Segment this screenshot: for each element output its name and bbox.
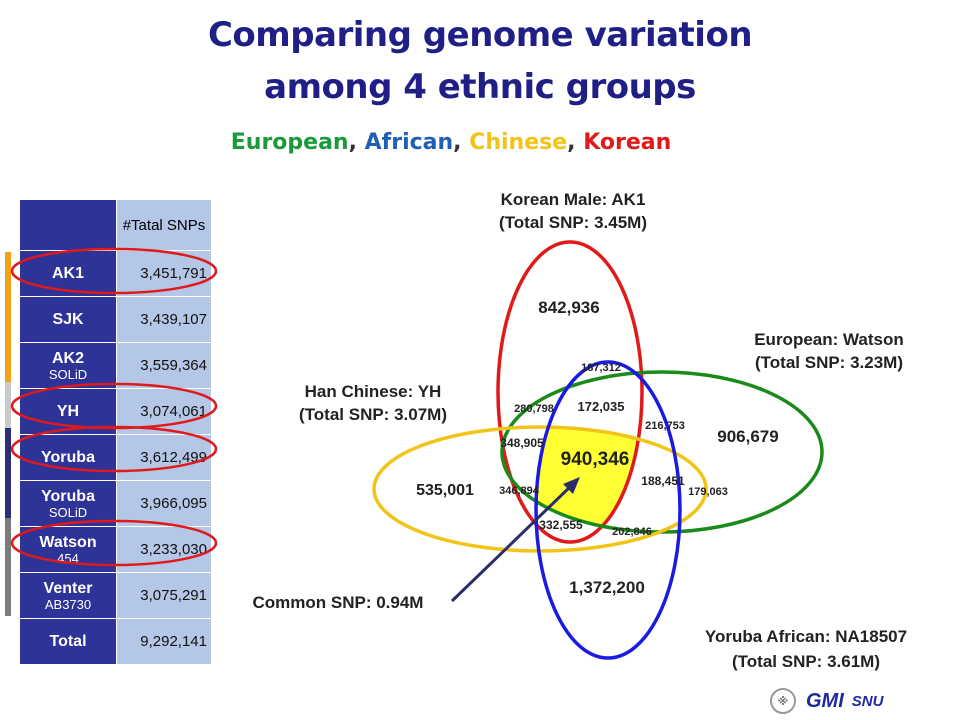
region-count: 280,798 (514, 403, 554, 415)
african-total: (Total SNP: 3.61M) (732, 652, 880, 671)
table-header-snps: #Tatal SNPs (116, 199, 212, 251)
region-count: 535,001 (416, 482, 474, 499)
sample-name: Yoruba (19, 434, 117, 481)
common-arrow-head (563, 477, 580, 494)
african-ellipse (534, 360, 682, 660)
legend-korean: Korean (583, 130, 672, 155)
circle-ak1 (10, 247, 218, 295)
legend-chinese: Chinese (469, 130, 568, 155)
gmi-text: GMI (806, 689, 844, 712)
european-total: (Total SNP: 3.23M) (755, 353, 903, 372)
table-row: Yoruba SOLiD 3,966,095 (19, 480, 212, 527)
snp-count: 3,559,364 (116, 342, 212, 389)
sample-name: AK2 SOLiD (19, 342, 117, 389)
region-count: 346,894 (499, 485, 540, 497)
region-count: 188,451 (641, 474, 685, 488)
region-count: 172,035 (578, 399, 625, 414)
common-count: 940,346 (561, 449, 630, 470)
region-count: 906,679 (717, 427, 778, 446)
legend-sep: , (453, 130, 470, 155)
snp-table: #Tatal SNPs AK1 3,451,791 SJK 3,439,107 … (19, 199, 212, 665)
common-snp-label: Common SNP: 0.94M (253, 593, 424, 612)
region-count: 179,063 (688, 486, 728, 498)
table-row: Venter AB3730 3,075,291 (19, 572, 212, 619)
platform-label: SOLiD (48, 366, 88, 382)
table-row: YH 3,074,061 (19, 388, 212, 435)
side-bar-african (5, 428, 11, 518)
table-row: SJK 3,439,107 (19, 296, 212, 343)
korean-title: Korean Male: AK1 (501, 190, 646, 209)
table-row: Watson 454 3,233,030 (19, 526, 212, 573)
chinese-title: Han Chinese: YH (305, 382, 442, 401)
sample-name: Venter AB3730 (19, 572, 117, 619)
title-line-1: Comparing genome variation (207, 15, 753, 55)
region-count: 332,555 (539, 518, 583, 532)
common-arrow-line (450, 483, 574, 603)
european-title: European: Watson (754, 330, 904, 349)
korean-total: (Total SNP: 3.45M) (499, 213, 647, 232)
legend-sep: , (567, 130, 584, 155)
footer-logo: ※ GMI SNU (770, 686, 883, 716)
gmi-logo-icon: ※ (770, 688, 796, 714)
circle-yoruba (10, 425, 218, 473)
sample-name: Watson 454 (19, 526, 117, 573)
sample-name: SJK (19, 296, 117, 343)
title-line-2: among 4 ethnic groups (264, 67, 696, 107)
korean-ellipse (496, 240, 644, 544)
circle-watson (10, 519, 218, 567)
table-header-empty (19, 199, 117, 251)
snu-text: SNU (851, 692, 884, 710)
legend-sep: , (348, 130, 365, 155)
circle-yh (10, 382, 218, 430)
region-count: 1,372,200 (569, 578, 645, 597)
platform-label: SOLiD (48, 504, 88, 520)
snp-count: 3,439,107 (116, 296, 212, 343)
sample-name: Yoruba SOLiD (19, 480, 117, 527)
snp-count: 9,292,141 (116, 618, 212, 665)
snp-count: 3,966,095 (116, 480, 212, 527)
african-title: Yoruba African: NA18507 (705, 627, 907, 646)
legend-european: European (230, 130, 349, 155)
chinese-total: (Total SNP: 3.07M) (299, 405, 447, 424)
table-header-row: #Tatal SNPs (19, 199, 212, 251)
region-count: 187,312 (581, 362, 621, 374)
side-bar-chinese (5, 382, 11, 428)
region-count: 216,753 (645, 420, 685, 432)
region-count: 348,905 (500, 436, 544, 450)
platform-label: AB3730 (44, 596, 92, 612)
table-row: AK2 SOLiD 3,559,364 (19, 342, 212, 389)
table-row: Total 9,292,141 (19, 618, 212, 665)
side-bar-korean (5, 252, 11, 382)
legend-african: African (364, 130, 454, 155)
region-count: 202,846 (612, 526, 652, 538)
groups-legend: European, African, Chinese, Korean (0, 130, 902, 155)
side-bar-european (5, 518, 11, 616)
region-count: 842,936 (538, 298, 599, 317)
sample-name: Total (19, 618, 117, 665)
